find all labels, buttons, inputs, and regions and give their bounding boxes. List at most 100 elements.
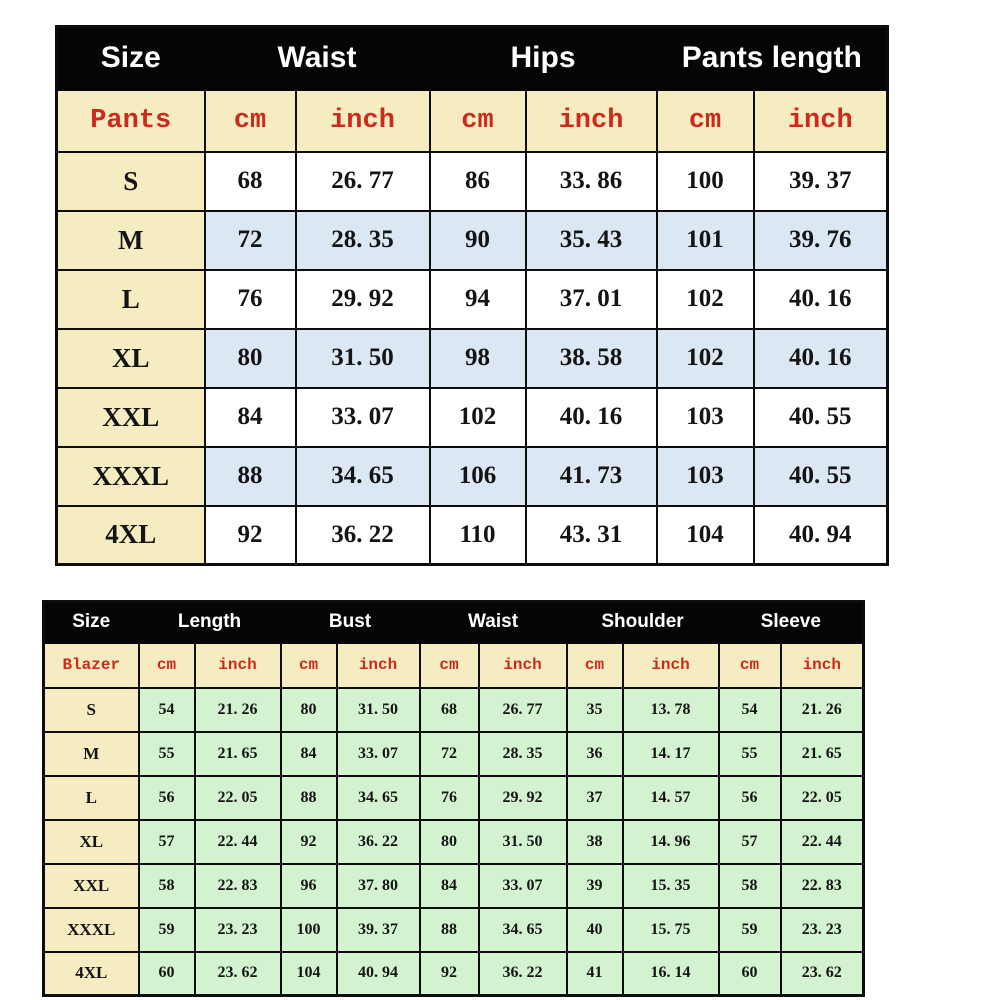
value-cell: 59	[717, 906, 782, 953]
value-cell: 98	[428, 327, 527, 389]
unit-cell-cm: cm	[565, 641, 624, 689]
value-cell: 40. 55	[752, 386, 889, 448]
value-cell: 54	[717, 686, 782, 733]
unit-cell-inch: inch	[294, 88, 431, 153]
value-cell: 55	[717, 730, 782, 777]
value-cell: 104	[279, 950, 338, 997]
table-row-L: L 56 22. 05 88 34. 65 76 29. 92 37 14. 57 56 22. 0…	[42, 774, 865, 821]
value-cell: 43. 31	[524, 504, 658, 566]
value-cell: 41. 73	[524, 445, 658, 507]
unit-cell-cm: cm	[279, 641, 338, 689]
unit-cell-cm: cm	[428, 88, 527, 153]
value-cell: 39	[565, 862, 624, 909]
unit-cell-cm: cm	[655, 88, 755, 153]
size-label-cell: XXL	[42, 862, 140, 909]
pants-size-table: Size Waist Hips Pants length Pants cm in…	[55, 25, 890, 566]
value-cell: 92	[418, 950, 480, 997]
size-label-cell: XXXL	[55, 445, 206, 507]
size-label-cell: M	[42, 730, 140, 777]
value-cell: 72	[418, 730, 480, 777]
value-cell: 23. 23	[779, 906, 865, 953]
value-cell: 110	[428, 504, 527, 566]
value-cell: 36	[565, 730, 624, 777]
value-cell: 72	[203, 209, 297, 271]
value-cell: 36. 22	[477, 950, 568, 997]
blazer-subheader-label: Blazer	[42, 641, 140, 689]
value-cell: 21. 26	[193, 686, 282, 733]
value-cell: 94	[428, 268, 527, 330]
value-cell: 88	[418, 906, 480, 953]
table-row-S: S 68 26. 77 86 33. 86 100 39. 37	[55, 150, 889, 212]
value-cell: 22. 44	[779, 818, 865, 865]
value-cell: 21. 65	[779, 730, 865, 777]
value-cell: 96	[279, 862, 338, 909]
blazer-header-waist: Waist	[418, 600, 568, 644]
blazer-header-shoulder: Shoulder	[565, 600, 720, 644]
pants-subheader-label: Pants	[55, 88, 206, 153]
unit-cell-cm: cm	[203, 88, 297, 153]
value-cell: 21. 26	[779, 686, 865, 733]
value-cell: 37	[565, 774, 624, 821]
unit-cell-inch: inch	[752, 88, 889, 153]
blazer-size-table: Size Length Bust Waist Shoulder Sleeve B…	[42, 600, 866, 997]
value-cell: 28. 35	[294, 209, 431, 271]
value-cell: 55	[137, 730, 196, 777]
value-cell: 22. 83	[193, 862, 282, 909]
pants-table-body: S 68 26. 77 86 33. 86 100 39. 37 M 72 28. 35 90 35.…	[55, 150, 889, 566]
unit-cell-inch: inch	[779, 641, 865, 689]
value-cell: 84	[203, 386, 297, 448]
value-cell: 33. 07	[335, 730, 421, 777]
value-cell: 33. 07	[477, 862, 568, 909]
pants-header-hips: Hips	[428, 25, 658, 91]
pants-header-size: Size	[55, 25, 206, 91]
value-cell: 31. 50	[477, 818, 568, 865]
value-cell: 90	[428, 209, 527, 271]
value-cell: 40. 55	[752, 445, 889, 507]
size-label-cell: M	[55, 209, 206, 271]
value-cell: 40. 16	[752, 268, 889, 330]
size-label-cell: XXXL	[42, 906, 140, 953]
value-cell: 58	[137, 862, 196, 909]
value-cell: 84	[279, 730, 338, 777]
value-cell: 86	[428, 150, 527, 212]
value-cell: 35. 43	[524, 209, 658, 271]
unit-cell-cm: cm	[717, 641, 782, 689]
pants-header-row: Size Waist Hips Pants length	[55, 25, 889, 91]
pants-unit-row: Pants cm inch cm inch cm inch	[55, 88, 889, 153]
value-cell: 26. 77	[477, 686, 568, 733]
value-cell: 22. 05	[779, 774, 865, 821]
value-cell: 102	[428, 386, 527, 448]
blazer-header-bust: Bust	[279, 600, 421, 644]
value-cell: 34. 65	[335, 774, 421, 821]
size-label-cell: XXL	[55, 386, 206, 448]
value-cell: 60	[717, 950, 782, 997]
table-row-S: S 54 21. 26 80 31. 50 68 26. 77 35 13. 78 54 21. 2…	[42, 686, 865, 733]
value-cell: 41	[565, 950, 624, 997]
value-cell: 36. 22	[294, 504, 431, 566]
value-cell: 68	[203, 150, 297, 212]
table-row-XXL: XXL 58 22. 83 96 37. 80 84 33. 07 39 15. 35 58 22.…	[42, 862, 865, 909]
value-cell: 28. 35	[477, 730, 568, 777]
value-cell: 38	[565, 818, 624, 865]
value-cell: 29. 92	[294, 268, 431, 330]
value-cell: 37. 80	[335, 862, 421, 909]
value-cell: 100	[279, 906, 338, 953]
value-cell: 38. 58	[524, 327, 658, 389]
value-cell: 35	[565, 686, 624, 733]
value-cell: 54	[137, 686, 196, 733]
unit-cell-inch: inch	[477, 641, 568, 689]
value-cell: 68	[418, 686, 480, 733]
table-row-M: M 72 28. 35 90 35. 43 101 39. 76	[55, 209, 889, 271]
value-cell: 31. 50	[335, 686, 421, 733]
value-cell: 23. 62	[779, 950, 865, 997]
value-cell: 34. 65	[294, 445, 431, 507]
unit-cell-cm: cm	[418, 641, 480, 689]
value-cell: 103	[655, 445, 755, 507]
value-cell: 22. 44	[193, 818, 282, 865]
value-cell: 40. 94	[335, 950, 421, 997]
value-cell: 39. 37	[752, 150, 889, 212]
value-cell: 58	[717, 862, 782, 909]
value-cell: 80	[203, 327, 297, 389]
value-cell: 15. 35	[621, 862, 720, 909]
table-row-XXXL: XXXL 59 23. 23 100 39. 37 88 34. 65 40 15. 75 59 2…	[42, 906, 865, 953]
